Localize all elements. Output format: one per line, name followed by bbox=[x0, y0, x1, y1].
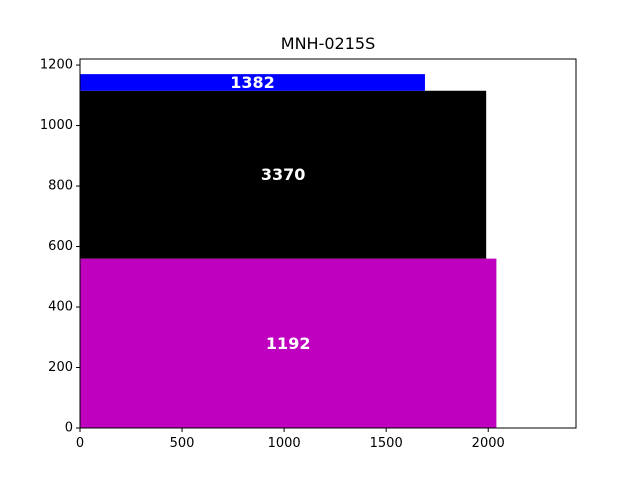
y-tick-label: 200 bbox=[48, 360, 73, 375]
data-labels-layer: 1192 3370 1382 bbox=[230, 73, 310, 353]
x-tick-label: 1500 bbox=[370, 436, 403, 451]
x-tick-label: 500 bbox=[170, 436, 195, 451]
data-label-3370: 3370 bbox=[261, 165, 306, 184]
y-tick-label: 0 bbox=[65, 421, 73, 436]
chart-title: MNH-0215S bbox=[281, 34, 375, 53]
block-1192 bbox=[80, 258, 497, 428]
x-tick-label: 1000 bbox=[268, 436, 301, 451]
block-1382 bbox=[80, 74, 425, 91]
block-3370 bbox=[80, 90, 487, 259]
blocks-layer bbox=[80, 74, 497, 428]
y-tick-label: 1000 bbox=[40, 118, 73, 133]
y-tick-label: 1200 bbox=[40, 58, 73, 73]
x-tick-label: 2000 bbox=[472, 436, 505, 451]
x-tick-label: 0 bbox=[76, 436, 84, 451]
data-label-1382: 1382 bbox=[230, 73, 275, 92]
data-label-1192: 1192 bbox=[266, 334, 311, 353]
y-tick-label: 800 bbox=[48, 179, 73, 194]
y-tick-label: 400 bbox=[48, 300, 73, 315]
y-tick-label: 600 bbox=[48, 239, 73, 254]
plot-frame bbox=[79, 58, 577, 429]
y-axis-ticks: 0 200 400 600 800 1000 1200 bbox=[40, 58, 80, 436]
x-axis-ticks: 0 500 1000 1500 2000 bbox=[76, 428, 505, 451]
